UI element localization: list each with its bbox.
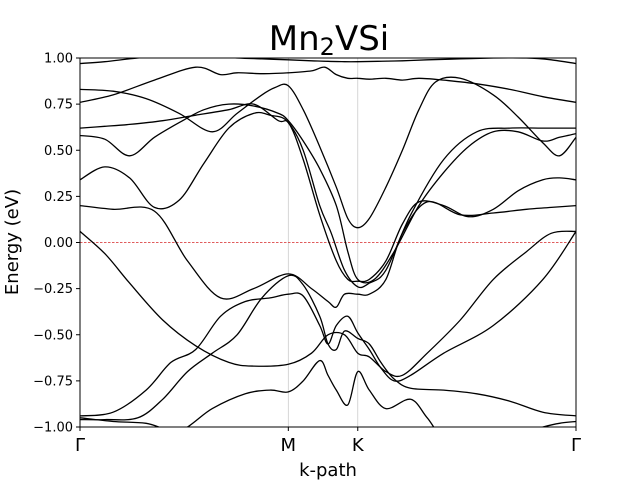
band-line-4 — [80, 103, 576, 284]
band-line-9 — [80, 231, 576, 417]
y-tick-label: −0.25 — [33, 282, 73, 297]
x-tick-label: Γ — [75, 435, 85, 456]
y-tick-label: −1.00 — [33, 421, 73, 436]
y-tick-label: 1.00 — [44, 52, 73, 67]
band-line-8 — [80, 230, 576, 378]
y-tick-label: 0.25 — [44, 190, 73, 205]
y-tick-label: −0.75 — [33, 374, 73, 389]
y-tick-label: −0.50 — [33, 328, 73, 343]
y-tick-label: 0.50 — [44, 144, 73, 159]
x-tick-label: Γ — [571, 435, 581, 456]
x-tick-label: M — [281, 435, 297, 456]
y-tick-label: 0.00 — [44, 236, 73, 251]
chart-title: Mn2VSi — [269, 19, 389, 61]
band-lines — [80, 58, 576, 427]
title-subscript: 2 — [320, 33, 335, 61]
x-tick-label: K — [352, 435, 365, 456]
band-line-5 — [80, 103, 576, 289]
band-line-11 — [80, 359, 576, 427]
title-main: Mn — [269, 19, 320, 59]
band-line-3 — [80, 76, 576, 229]
x-axis-label: k-path — [299, 460, 357, 480]
band-line-10 — [80, 274, 576, 421]
high-symmetry-lines — [287, 58, 359, 427]
y-tick-label: 0.75 — [44, 98, 73, 113]
y-axis-label: Energy (eV) — [2, 189, 23, 295]
band-line-6 — [80, 111, 576, 283]
y-axis-ticks: −1.00 −0.75 −0.50 −0.25 0.00 0.25 0.50 0.75 1.00 — [33, 52, 80, 436]
title-rest: VSi — [335, 19, 389, 59]
band-line-2 — [80, 66, 576, 103]
band-line-7 — [80, 200, 576, 308]
